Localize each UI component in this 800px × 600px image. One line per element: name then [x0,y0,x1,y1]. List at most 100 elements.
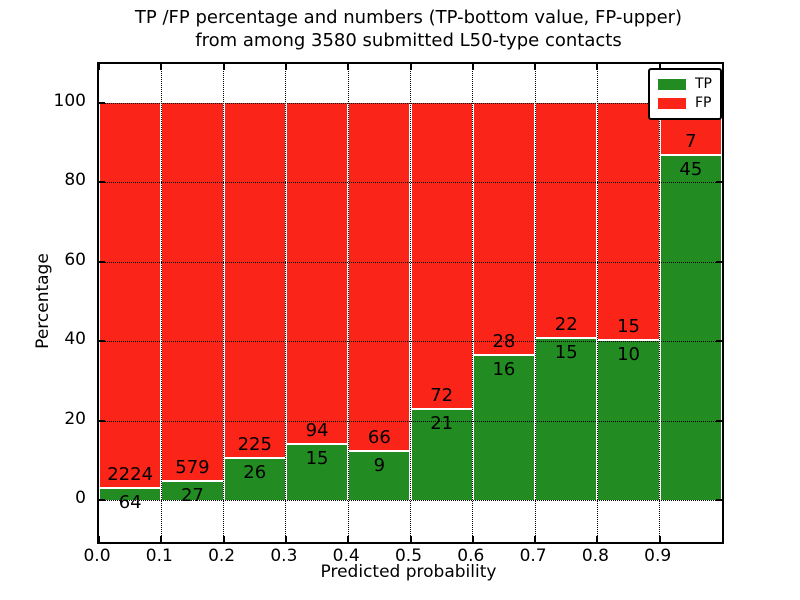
tp-count-label: 15 [554,342,578,364]
y-tick-label: 80 [64,170,86,191]
tp-bar-segment [100,488,161,500]
tp-count-label: 27 [180,485,204,507]
y-tick-label: 0 [75,488,86,508]
legend: TP FP [648,68,722,120]
tp-legend-swatch [658,79,686,90]
x-tick-bottom [596,536,599,542]
x-tick-label: 0.2 [208,546,236,566]
chart-title-line1: TP /FP percentage and numbers (TP-bottom… [134,7,683,28]
fp-count-label: 15 [617,316,640,338]
fp-bar-segment [349,103,410,453]
x-tick-top [596,64,599,70]
tp-count-label: 10 [617,344,640,366]
x-tick-label: 0.3 [270,546,298,566]
x-axis-label: Predicted probability [320,562,497,582]
fp-count-label: 72 [430,385,454,407]
fp-count-label: 225 [237,433,272,455]
x-tick-label: 0.7 [519,546,547,566]
x-tick-label: 0.8 [581,546,609,566]
x-tick-bottom [98,536,100,542]
chart-title-line2: from among 3580 submitted L50-type conta… [195,30,622,51]
fp-bar-segment [598,103,659,342]
x-gridline [596,64,598,542]
x-tick-top [658,64,661,70]
x-tick-top [284,64,287,70]
y-tick-left [99,499,105,501]
y-tick-right [716,340,722,343]
tp-bar-segment [349,452,410,500]
y-tick-label: 100 [53,91,86,111]
fp-count-label: 28 [492,330,516,352]
x-tick-bottom [222,536,225,542]
x-gridline [347,64,349,542]
y-tick-left [99,419,105,422]
fp-legend-swatch [658,98,686,109]
tp-bar-segment [660,156,721,500]
x-tick-bottom [347,536,350,542]
fp-count-label: 94 [305,420,329,442]
tp-bar-segment [162,482,223,500]
x-gridline [534,64,536,542]
y-tick-left [99,102,105,104]
legend-item-tp: TP [658,75,712,94]
fp-count-label: 579 [175,457,210,479]
y-axis-label: Percentage [33,253,53,349]
x-gridline [659,64,661,542]
x-tick-label: 0.9 [644,546,672,566]
fp-count-label: 66 [367,427,391,449]
x-gridline [160,64,162,542]
tp-count-label: 64 [118,491,142,513]
tp-count-label: 9 [373,455,386,477]
legend-item-fp: FP [658,94,712,113]
y-tick-left [99,340,105,343]
x-gridline [410,64,411,542]
x-tick-top [160,64,163,70]
tp-bar-segment [536,339,597,500]
y-tick-label: 60 [64,249,86,270]
x-tick-bottom [658,536,661,542]
y-tick-right [716,499,722,501]
fp-bar-segment [411,103,472,411]
tp-legend-label: TP [695,76,712,92]
fp-bar-segment [100,103,161,489]
fp-count-label: 22 [554,314,578,336]
x-tick-top [222,64,225,70]
fp-bar-segment [162,103,223,483]
x-gridline [285,64,287,542]
x-tick-bottom [284,536,287,542]
x-tick-bottom [534,536,537,542]
tp-count-label: 16 [492,358,516,380]
fp-bar-segment [473,103,535,356]
tp-bar-segment [286,445,348,500]
x-tick-bottom [471,536,474,542]
y-tick-left [99,260,105,263]
fp-bar-segment [286,103,348,446]
x-tick-bottom [409,536,412,542]
x-tick-bottom [160,536,163,542]
tp-count-label: 45 [679,159,703,181]
tp-bar-segment [473,355,535,500]
y-tick-label: 40 [64,329,86,350]
y-tick-right [716,181,722,184]
x-tick-label: 0.5 [394,546,423,566]
x-tick-label: 0.6 [457,546,485,566]
tp-bar-segment [224,458,285,500]
y-tick-left [99,181,105,184]
tp-count-label: 21 [430,413,454,435]
x-tick-top [347,64,350,70]
x-tick-top [98,64,100,70]
x-gridline [472,64,474,542]
x-tick-label: 0.0 [83,546,111,566]
fp-count-label: 7 [685,131,697,153]
fp-bar-segment [536,103,597,340]
tp-bar-segment [411,410,472,500]
x-tick-label: 0.4 [332,546,360,566]
x-gridline [223,64,225,542]
x-tick-label: 0.1 [145,546,173,566]
fp-count-label: 2224 [107,463,154,485]
x-tick-top [534,64,537,70]
tp-count-label: 15 [305,448,329,470]
fp-legend-label: FP [695,95,712,111]
plot-area: TP FP 2224 64 579 27 225 26 94 15 66 9 72 21 28 16 22 1… [97,62,724,544]
